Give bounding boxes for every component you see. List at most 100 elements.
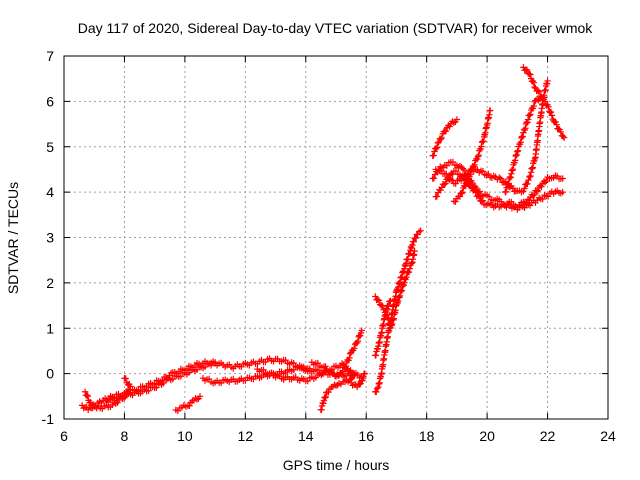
data-point [459,165,467,172]
data-point [409,241,416,249]
x-tick-label: 16 [358,428,374,444]
data-point [547,108,555,116]
data-point [322,363,329,370]
data-point [356,332,364,339]
data-point [534,187,542,194]
data-point [552,118,559,126]
data-point [497,175,504,182]
data-point [355,333,362,341]
x-tick-label: 6 [60,428,68,444]
data-point [525,176,532,184]
data-point [479,197,487,204]
data-point [338,360,346,367]
data-point [526,112,533,119]
data-point [463,179,471,186]
axis-ticks [63,55,609,420]
data-point [196,393,204,400]
data-point [460,166,468,174]
data-point [402,260,410,267]
data-point [401,279,408,286]
data-point [193,396,201,403]
x-tick-label: 20 [479,428,495,444]
chart-title: Day 117 of 2020, Sidereal Day-to-day VTE… [78,20,594,36]
x-tick-label: 14 [298,428,314,444]
data-point [350,370,358,377]
data-point [121,374,128,382]
data-point [533,188,540,195]
data-point [462,180,470,187]
y-axis-label: SDTVAR / TECUs [5,182,21,294]
data-point [479,168,487,175]
data-point [538,183,545,190]
data-point [471,161,478,169]
data-point [398,287,406,294]
data-point [517,139,524,146]
data-point [186,402,193,409]
data-point [545,103,552,111]
data-point [385,302,392,309]
data-point [414,231,421,238]
data-point [354,337,362,345]
data-point [346,354,353,362]
data-point [530,102,537,110]
data-point [350,345,358,352]
data-point [397,274,404,281]
data-point [339,368,346,375]
x-axis-label: GPS time / hours [283,457,390,473]
data-point [438,134,445,142]
data-point [553,121,560,128]
data-point [443,170,450,178]
data-point [341,364,349,371]
data-point [349,382,356,389]
data-point [521,204,528,211]
data-point [531,83,538,91]
data-point [123,379,131,386]
data-point [437,163,444,170]
data-point [476,188,484,195]
data-point [372,352,380,359]
data-point [326,367,334,374]
data-point [442,127,450,135]
y-tick-label: 3 [46,230,54,246]
data-point [322,393,329,401]
data-point [387,297,394,305]
y-tick-label: -1 [42,411,55,427]
data-point [440,181,448,188]
data-point [342,363,350,370]
data-point [338,369,345,377]
y-tick-labels: -1 0 1 2 3 4 5 6 7 [42,48,55,427]
data-point [505,180,512,187]
data-point [126,387,133,394]
data-point [539,195,546,203]
data-point [374,296,381,303]
data-point [502,188,510,195]
data-point [538,93,545,101]
data-point [524,119,531,126]
data-point [504,181,512,189]
data-point [430,175,438,182]
data-point [514,147,522,154]
data-point [437,186,444,194]
data-point [486,107,494,114]
x-tick-label: 18 [419,428,435,444]
data-point [318,406,325,413]
data-point [321,394,329,401]
y-tick-label: 4 [46,184,54,200]
data-point [395,297,402,305]
x-tick-label: 22 [540,428,556,444]
data-point [401,261,409,269]
data-point [308,368,316,375]
data-point [412,234,420,242]
data-point [433,193,441,200]
data-point [478,139,486,146]
y-tick-label: 7 [46,48,54,64]
data-point [453,116,461,123]
data-point [356,381,363,388]
data-point [359,377,366,384]
y-tick-label: 0 [46,366,54,382]
data-point [518,134,525,142]
data-point [403,274,410,281]
data-point [347,350,354,357]
data-point [396,292,404,300]
